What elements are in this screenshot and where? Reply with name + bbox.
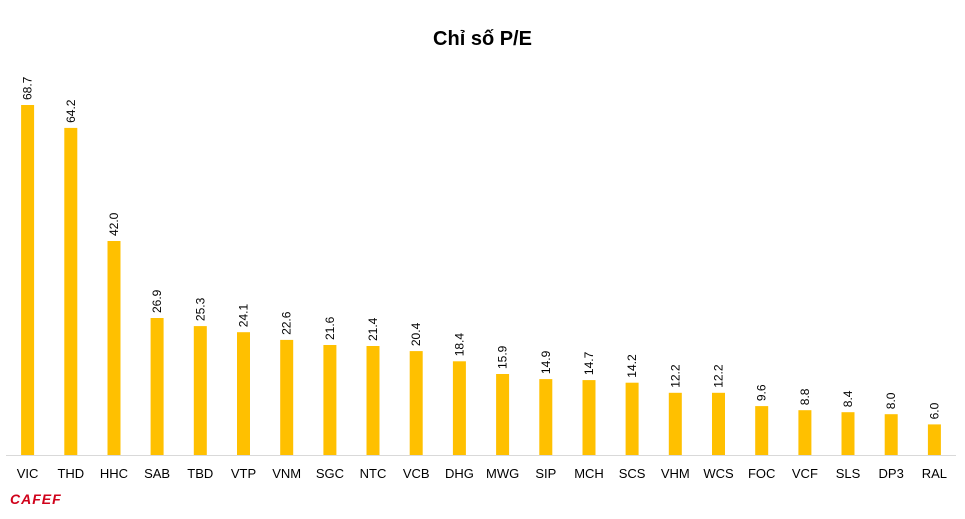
bar-sgc [323,345,337,455]
cafef-logo: CAFEF [10,491,62,507]
bar-hhc [107,241,121,455]
category-label-scs: SCS [619,466,646,481]
bar-mwg [496,374,510,455]
category-label-vtp: VTP [231,466,256,481]
data-label-tbd: 25.3 [193,297,207,321]
data-label-mch: 14.7 [582,351,596,375]
data-label-vtp: 24.1 [237,304,251,328]
bar-thd [64,127,78,456]
bar-ntc [366,346,380,455]
bar-sls [841,412,855,455]
category-label-tbd: TBD [187,466,213,481]
data-label-foc: 9.6 [755,384,769,401]
category-label-dp3: DP3 [879,466,904,481]
category-label-dhg: DHG [445,466,474,481]
category-label-sgc: SGC [316,466,344,481]
bar-dp3 [884,414,898,455]
data-label-dp3: 8.0 [884,392,898,409]
data-label-scs: 14.2 [625,354,639,378]
category-label-mwg: MWG [486,466,519,481]
data-label-vnm: 22.6 [280,311,294,335]
category-label-sab: SAB [144,466,170,481]
bar-vhm [668,392,682,455]
data-label-sab: 26.9 [150,289,164,313]
bar-vtp [237,332,250,455]
labels-layer: 68.7 VIC 64.2 THD 42.0 HHC 26.9 SAB 25.3 TBD 24.1 V… [17,76,947,481]
data-label-vhm: 12.2 [668,364,682,388]
category-label-vnm: VNM [272,466,301,481]
bars-layer [21,105,941,456]
category-label-ral: RAL [922,466,947,481]
data-label-vic: 68.7 [21,76,35,100]
data-label-dhg: 18.4 [452,333,466,357]
bar-vcf [798,410,812,455]
data-label-vcf: 8.8 [798,388,812,405]
category-label-vhm: VHM [661,466,690,481]
data-label-ntc: 21.4 [366,317,380,341]
bar-tbd [193,326,207,455]
category-label-mch: MCH [574,466,604,481]
data-label-hhc: 42.0 [107,212,121,236]
data-label-thd: 64.2 [64,99,78,123]
category-label-wcs: WCS [703,466,734,481]
category-label-ntc: NTC [360,466,387,481]
bar-ral [927,424,941,455]
category-label-sip: SIP [535,466,556,481]
category-label-foc: FOC [748,466,775,481]
category-label-vcf: VCF [792,466,818,481]
bar-sip [539,379,553,455]
data-label-wcs: 12.2 [712,364,726,388]
data-label-sls: 8.4 [841,390,855,407]
data-label-mwg: 15.9 [496,345,510,369]
data-label-sgc: 21.6 [323,316,337,340]
category-label-thd: THD [57,466,84,481]
category-label-vic: VIC [17,466,39,481]
category-label-hhc: HHC [100,466,128,481]
bar-dhg [452,361,466,455]
data-label-vcb: 20.4 [409,322,423,346]
bar-sab [150,318,164,455]
bar-vic [21,105,35,455]
category-label-sls: SLS [836,466,861,481]
bar-foc [755,406,769,455]
bar-wcs [712,392,725,455]
bar-mch [582,380,596,455]
chart-title: Chỉ số P/E [433,28,532,50]
data-label-sip: 14.9 [539,350,553,374]
bar-vcb [409,351,423,455]
data-label-ral: 6.0 [927,402,941,419]
category-label-vcb: VCB [403,466,430,481]
bar-scs [625,382,639,455]
bar-vnm [280,339,294,455]
